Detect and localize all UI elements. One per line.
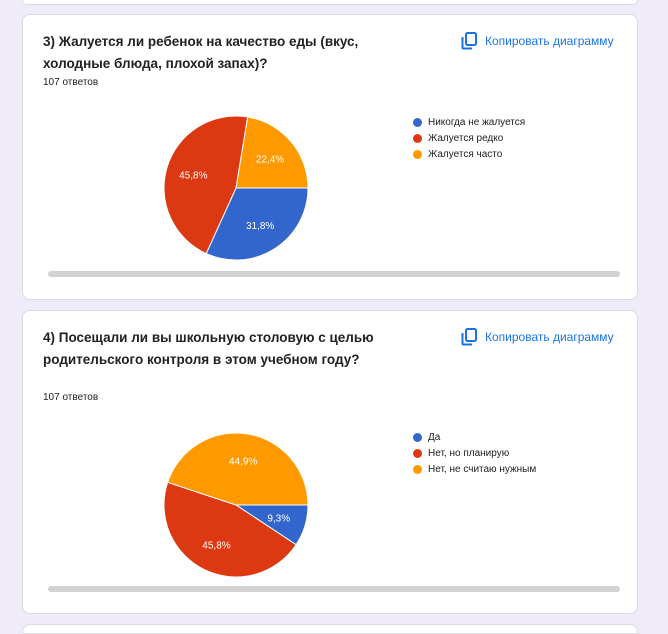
pie-slice[interactable] bbox=[163, 115, 249, 255]
legend-swatch bbox=[413, 432, 422, 442]
legend-label: Жалуется часто bbox=[428, 148, 503, 160]
copy-chart-label: Копировать диаграмму bbox=[485, 330, 614, 344]
legend-item[interactable]: Нет, не считаю нужным bbox=[413, 461, 536, 477]
legend-swatch bbox=[413, 149, 422, 159]
slice-value-label: 45,8% bbox=[202, 541, 230, 552]
question-card-3: 3) Жалуется ли ребенок на качество еды (… bbox=[22, 14, 638, 300]
slice-value-label: 44,9% bbox=[229, 456, 257, 467]
legend-swatch bbox=[413, 117, 422, 127]
pie-slice[interactable] bbox=[205, 187, 309, 261]
pie-chart: 31,8% 45,8% 22,4% bbox=[163, 115, 309, 261]
horizontal-scrollbar[interactable] bbox=[48, 586, 620, 592]
legend-item[interactable]: Нет, но планирую bbox=[413, 445, 536, 461]
legend-item[interactable]: Жалуется редко bbox=[413, 130, 525, 146]
copy-chart-label: Копировать диаграмму bbox=[485, 34, 614, 48]
legend-label: Нет, но планирую bbox=[428, 447, 510, 459]
horizontal-scrollbar[interactable] bbox=[48, 271, 620, 277]
legend-label: Да bbox=[428, 431, 441, 443]
legend-item[interactable]: Жалуется часто bbox=[413, 146, 525, 162]
slice-value-label: 31,8% bbox=[246, 221, 274, 232]
chart-legend: Да Нет, но планирую Нет, не считаю нужным bbox=[413, 429, 536, 477]
response-count: 107 ответов bbox=[43, 392, 99, 403]
slice-value-label: 9,3% bbox=[267, 513, 290, 524]
chart-legend: Никогда не жалуется Жалуется редко Жалуетс… bbox=[413, 114, 525, 162]
pie-slice[interactable] bbox=[163, 481, 297, 578]
legend-item[interactable]: Никогда не жалуется bbox=[413, 114, 525, 130]
previous-card-edge bbox=[22, 0, 638, 5]
pie-slice[interactable] bbox=[235, 116, 309, 189]
copy-chart-button[interactable]: Копировать диаграмму bbox=[461, 325, 614, 349]
legend-label: Жалуется редко bbox=[428, 132, 504, 144]
question-title: 3) Жалуется ли ребенок на качество еды (… bbox=[43, 34, 359, 71]
question-title: 4) Посещали ли вы школьную столовую с це… bbox=[43, 330, 374, 367]
pie-slice[interactable] bbox=[167, 432, 309, 506]
legend-swatch bbox=[413, 448, 422, 458]
pie-chart: 9,3% 45,8% 44,9% bbox=[163, 432, 309, 578]
legend-item[interactable]: Да bbox=[413, 429, 536, 445]
legend-swatch bbox=[413, 464, 422, 474]
legend-label: Никогда не жалуется bbox=[428, 116, 526, 128]
copy-icon bbox=[461, 32, 477, 50]
slice-value-label: 45,8% bbox=[179, 171, 207, 182]
copy-icon bbox=[461, 328, 477, 346]
legend-label: Нет, не считаю нужным bbox=[428, 463, 537, 475]
question-card-4: 4) Посещали ли вы школьную столовую с це… bbox=[22, 310, 638, 614]
slice-value-label: 22,4% bbox=[256, 155, 284, 166]
copy-chart-button[interactable]: Копировать диаграмму bbox=[461, 29, 614, 53]
response-count: 107 ответов bbox=[43, 77, 99, 88]
legend-swatch bbox=[413, 133, 422, 143]
